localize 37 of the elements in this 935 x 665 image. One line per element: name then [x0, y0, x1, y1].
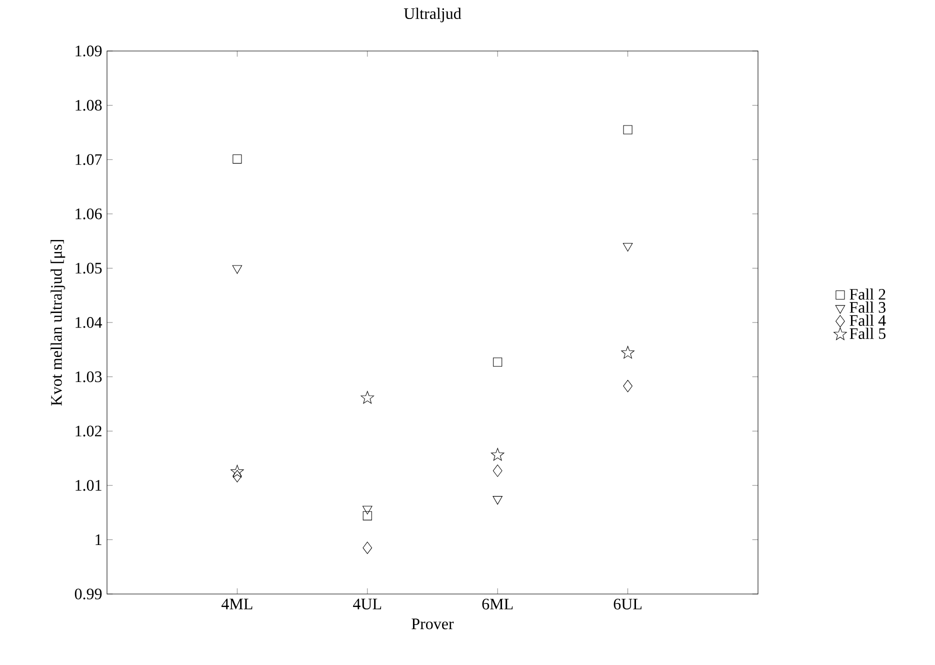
legend-label: Fall 5 [850, 328, 886, 340]
point [362, 542, 372, 554]
x-tick-label: 6ML [482, 598, 513, 610]
point [623, 380, 632, 392]
point [621, 346, 634, 359]
y-tick-label: 1.02 [76, 426, 102, 437]
point [362, 511, 372, 520]
y-tick-label: 1.05 [76, 262, 102, 274]
y-tick-label: 1.03 [76, 371, 102, 382]
point [362, 506, 372, 514]
y-tick-label: 1 [96, 534, 102, 545]
x-tick-label: 4UL [353, 598, 382, 610]
y-tick-label: 1.06 [76, 208, 102, 220]
y-axis-title: Kvot mellan ultraljud [μs] [50, 240, 66, 406]
x-tick-label: 6UL [614, 598, 642, 610]
legend-label: Fall 3 [850, 302, 886, 313]
point [230, 464, 244, 478]
y-tick-label: 1.09 [76, 46, 102, 56]
y-tick-label: 0.99 [74, 588, 102, 600]
point [623, 125, 632, 134]
point [490, 448, 504, 461]
legend-label: Fall 2 [850, 288, 886, 300]
y-tick-label: 1.07 [76, 154, 102, 166]
x-axis-title: Prover [412, 618, 454, 630]
point [232, 470, 242, 482]
y-tick-label: 1.01 [76, 480, 102, 491]
point [232, 154, 242, 164]
point [232, 265, 242, 274]
point [493, 358, 502, 367]
legend-label: Fall 4 [850, 314, 886, 326]
y-tick-label: 1.04 [76, 317, 102, 328]
y-tick-label: 1.08 [76, 100, 102, 111]
chart-title: Ultraljud [404, 8, 462, 22]
point [622, 242, 633, 252]
point [492, 464, 502, 477]
point [360, 391, 374, 404]
x-tick-label: 4ML [222, 598, 252, 610]
